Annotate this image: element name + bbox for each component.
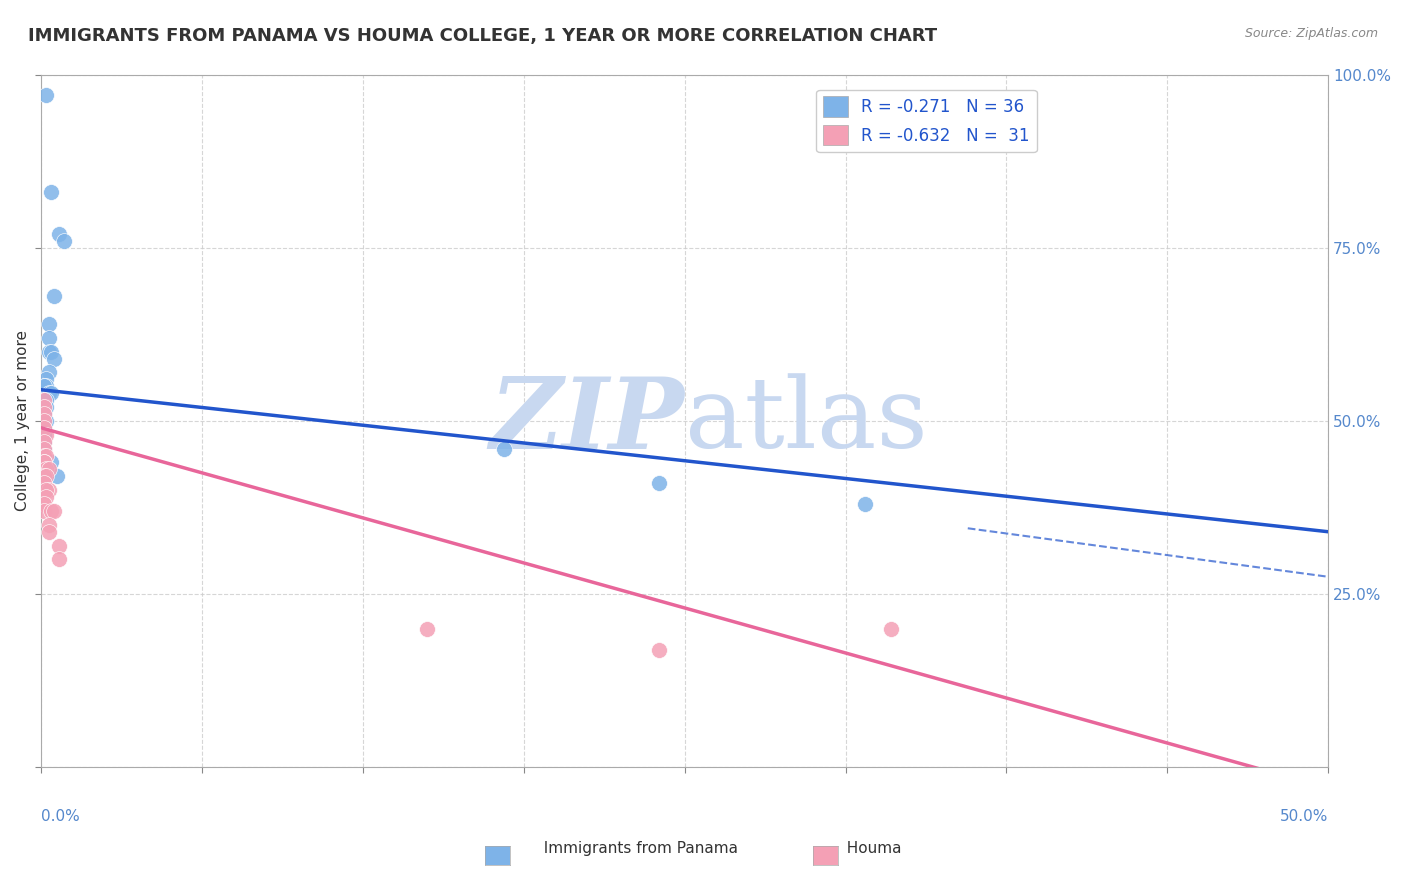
Point	[32, 469, 55, 483]
Point	[35, 449, 58, 463]
Point	[32, 434, 55, 449]
Point	[38, 462, 60, 476]
Point	[494, 442, 516, 456]
Point	[32, 393, 55, 408]
Point	[38, 317, 60, 331]
Point	[35, 372, 58, 386]
Point	[879, 622, 901, 636]
Text: 0.0%: 0.0%	[41, 809, 80, 824]
Point	[42, 504, 65, 518]
Point	[32, 434, 55, 449]
Point	[648, 642, 671, 657]
Point	[32, 504, 55, 518]
Text: Immigrants from Panama: Immigrants from Panama	[534, 841, 738, 856]
Point	[38, 517, 60, 532]
Point	[32, 407, 55, 421]
Point	[416, 622, 439, 636]
Point	[35, 414, 58, 428]
Point	[35, 400, 58, 414]
Point	[32, 449, 55, 463]
Point	[48, 227, 70, 241]
Point	[35, 88, 58, 103]
Text: Source: ZipAtlas.com: Source: ZipAtlas.com	[1244, 27, 1378, 40]
Point	[41, 186, 63, 200]
Point	[32, 407, 55, 421]
Point	[48, 539, 70, 553]
Point	[32, 455, 55, 469]
Point	[42, 351, 65, 366]
Text: 50.0%: 50.0%	[1279, 809, 1329, 824]
Point	[32, 400, 55, 414]
Point	[35, 379, 58, 393]
Legend: R = -0.271   N = 36, R = -0.632   N =  31: R = -0.271 N = 36, R = -0.632 N = 31	[817, 90, 1036, 153]
Point	[32, 427, 55, 442]
Point	[32, 476, 55, 491]
Point	[45, 469, 67, 483]
Point	[32, 407, 55, 421]
Point	[41, 344, 63, 359]
Point	[35, 427, 58, 442]
Point	[41, 386, 63, 401]
Point	[32, 414, 55, 428]
Point	[32, 462, 55, 476]
Text: Houma: Houma	[837, 841, 901, 856]
Point	[648, 476, 671, 491]
Point	[48, 552, 70, 566]
Point	[41, 455, 63, 469]
Point	[38, 386, 60, 401]
Point	[38, 331, 60, 345]
Point	[53, 234, 76, 248]
Point	[32, 379, 55, 393]
Point	[32, 476, 55, 491]
Point	[35, 462, 58, 476]
Y-axis label: College, 1 year or more: College, 1 year or more	[15, 330, 30, 511]
Point	[853, 497, 876, 511]
Point	[35, 469, 58, 483]
Point	[32, 442, 55, 456]
Point	[42, 289, 65, 303]
Point	[38, 524, 60, 539]
Text: IMMIGRANTS FROM PANAMA VS HOUMA COLLEGE, 1 YEAR OR MORE CORRELATION CHART: IMMIGRANTS FROM PANAMA VS HOUMA COLLEGE,…	[28, 27, 938, 45]
Point	[32, 379, 55, 393]
Point	[35, 490, 58, 504]
Point	[32, 400, 55, 414]
Point	[32, 455, 55, 469]
Text: atlas: atlas	[685, 373, 928, 469]
Point	[32, 442, 55, 456]
Point	[35, 483, 58, 498]
Point	[38, 344, 60, 359]
Point	[32, 421, 55, 435]
Point	[41, 504, 63, 518]
Point	[38, 483, 60, 498]
Point	[32, 421, 55, 435]
Point	[35, 393, 58, 408]
Point	[32, 497, 55, 511]
Point	[38, 365, 60, 379]
Text: ZIP: ZIP	[489, 373, 685, 469]
Point	[32, 414, 55, 428]
Point	[32, 393, 55, 408]
